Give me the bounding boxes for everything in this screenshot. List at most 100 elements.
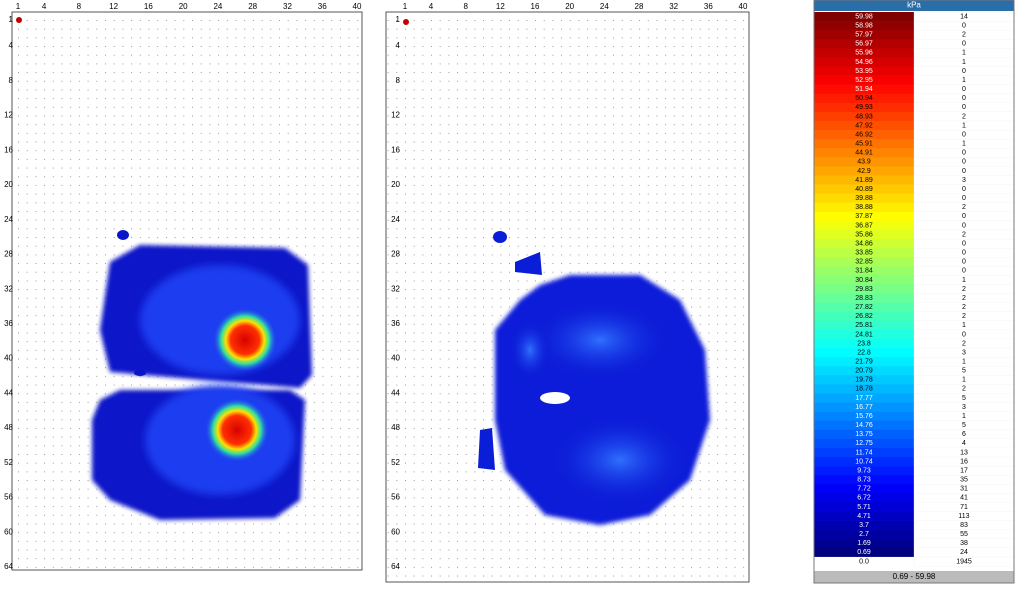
legend-swatch (814, 229, 914, 240)
legend-swatch (814, 275, 914, 285)
y-tick-label: 16 (391, 145, 400, 154)
legend-count: 2 (962, 231, 966, 238)
legend-count: 2 (962, 204, 966, 211)
legend-value: 14.76 (855, 422, 873, 429)
y-tick-label: 24 (4, 215, 13, 224)
legend-value: 21.79 (855, 358, 873, 365)
legend-count: 1 (962, 377, 966, 384)
legend-value: 34.86 (855, 240, 873, 247)
legend-swatch (814, 466, 914, 476)
legend-count: 1 (962, 50, 966, 57)
legend-swatch (814, 320, 914, 331)
legend-count: 0 (962, 250, 966, 257)
legend-count: 1 (962, 277, 966, 284)
legend-count: 5 (962, 422, 966, 429)
legend-count: 2 (962, 286, 966, 293)
legend-value: 38.88 (855, 204, 873, 211)
legend-value: 56.97 (855, 41, 873, 48)
legend-value: 45.91 (855, 141, 873, 148)
legend-value: 5.71 (857, 504, 871, 511)
y-tick-label: 12 (391, 111, 400, 120)
x-tick-label: 16 (531, 2, 540, 11)
legend-count: 0 (962, 222, 966, 229)
legend-value: 17.77 (855, 395, 873, 402)
y-tick-label: 48 (391, 423, 400, 432)
x-tick-label: 28 (248, 2, 257, 11)
legend-count: 0 (962, 104, 966, 111)
legend-value: 19.78 (855, 377, 873, 384)
legend-count: 5 (962, 368, 966, 375)
legend-swatch (814, 520, 914, 530)
legend-swatch (814, 248, 914, 258)
legend-swatch (814, 30, 914, 40)
legend-header-bar (814, 0, 1014, 11)
x-tick-label: 4 (42, 2, 47, 11)
legend-count: 38 (960, 540, 968, 547)
legend-value: 39.88 (855, 195, 873, 202)
legend-swatch (814, 57, 914, 67)
legend-count: 1 (962, 122, 966, 129)
legend-value: 29.83 (855, 286, 873, 293)
legend-swatch (814, 393, 914, 403)
legend-swatch (814, 102, 914, 113)
legend-swatch (814, 420, 914, 431)
y-tick-label: 56 (4, 493, 13, 502)
legend-count: 1 (962, 322, 966, 329)
legend-count: 35 (960, 477, 968, 484)
legend-value: 6.72 (857, 495, 871, 502)
legend-swatch (814, 538, 914, 549)
legend-swatch (814, 12, 914, 22)
x-tick-label: 20 (179, 2, 188, 11)
legend-count: 0 (962, 131, 966, 138)
y-tick-label: 36 (391, 319, 400, 328)
legend-count: 14 (960, 13, 968, 20)
legend-count: 0 (962, 41, 966, 48)
legend-count: 113 (958, 513, 969, 520)
legend-swatch (814, 84, 914, 95)
legend-value: 32.85 (855, 259, 873, 266)
legend-header: kPa (907, 1, 921, 10)
legend-swatch (814, 493, 914, 503)
x-tick-label: 1 (403, 2, 408, 11)
legend-value: 8.73 (857, 477, 871, 484)
legend-swatch (814, 284, 914, 294)
x-tick-label: 36 (318, 2, 327, 11)
legend-count: 0 (962, 259, 966, 266)
legend-swatch (814, 302, 914, 313)
legend-swatch (814, 202, 914, 213)
legend-count: 5 (962, 395, 966, 402)
legend-count: 0 (962, 95, 966, 102)
legend-value: 51.94 (855, 86, 873, 93)
legend-count: 2 (962, 32, 966, 39)
y-tick-label: 28 (391, 250, 400, 259)
pressure-blob (92, 230, 312, 520)
x-tick-label: 24 (600, 2, 609, 11)
legend-count: 0 (962, 22, 966, 29)
legend-count: 1 (962, 77, 966, 84)
legend-count: 1 (962, 141, 966, 148)
legend-count: 1945 (956, 558, 972, 565)
legend-value: 40.89 (855, 186, 873, 193)
legend-count: 0 (962, 68, 966, 75)
legend-swatch (814, 511, 914, 521)
legend-value: 7.72 (857, 486, 871, 493)
legend-value: 2.7 (859, 531, 869, 538)
legend-count: 41 (960, 495, 968, 502)
legend-swatch (814, 266, 914, 276)
legend-value: 15.76 (855, 413, 873, 420)
legend-value: 37.87 (855, 213, 873, 220)
x-tick-label: 12 (496, 2, 505, 11)
x-tick-label: 8 (463, 2, 468, 11)
legend-swatch (814, 111, 914, 122)
legend-swatch (814, 447, 914, 458)
legend-value: 11.74 (856, 449, 873, 456)
legend-count: 2 (962, 295, 966, 302)
y-tick-label: 1 (396, 15, 401, 24)
legend-swatch (814, 21, 914, 31)
x-tick-label: 24 (213, 2, 222, 11)
legend-value: 20.79 (855, 368, 873, 375)
legend-swatch (814, 457, 914, 467)
legend-count: 3 (962, 404, 966, 411)
legend-count: 2 (962, 304, 966, 311)
